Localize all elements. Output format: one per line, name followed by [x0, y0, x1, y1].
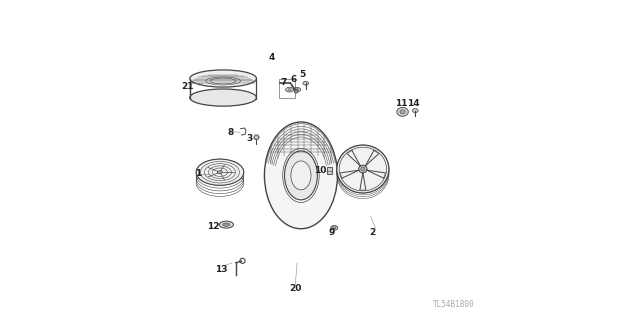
- Text: 12: 12: [207, 222, 220, 231]
- Bar: [279, 78, 295, 98]
- Ellipse shape: [190, 70, 257, 87]
- Ellipse shape: [296, 89, 299, 91]
- Ellipse shape: [219, 221, 234, 228]
- Ellipse shape: [288, 89, 291, 91]
- Ellipse shape: [397, 108, 408, 116]
- Ellipse shape: [285, 151, 317, 200]
- Ellipse shape: [294, 87, 301, 92]
- Ellipse shape: [337, 145, 389, 193]
- Text: 20: 20: [289, 284, 301, 293]
- Ellipse shape: [285, 87, 294, 92]
- Ellipse shape: [361, 167, 365, 171]
- Ellipse shape: [303, 81, 308, 85]
- Circle shape: [294, 89, 298, 93]
- Ellipse shape: [223, 223, 230, 226]
- Ellipse shape: [190, 89, 257, 106]
- Text: 6: 6: [290, 75, 296, 84]
- Text: 8: 8: [227, 128, 234, 137]
- Ellipse shape: [358, 165, 367, 173]
- Text: 21: 21: [181, 82, 194, 91]
- Text: 2: 2: [369, 228, 376, 237]
- Text: TL54B1800: TL54B1800: [433, 300, 474, 309]
- Text: 9: 9: [328, 228, 335, 237]
- Text: 13: 13: [214, 264, 227, 274]
- Text: 14: 14: [407, 100, 419, 108]
- Text: 1: 1: [195, 169, 201, 178]
- Text: 7: 7: [280, 78, 287, 87]
- Ellipse shape: [412, 108, 418, 113]
- Text: 11: 11: [395, 100, 407, 108]
- Ellipse shape: [196, 159, 244, 185]
- Polygon shape: [254, 135, 259, 139]
- Ellipse shape: [264, 122, 337, 229]
- Ellipse shape: [291, 161, 311, 190]
- Text: 5: 5: [299, 70, 305, 79]
- Text: 4: 4: [269, 53, 275, 62]
- Text: 10: 10: [314, 166, 327, 175]
- Ellipse shape: [218, 171, 223, 174]
- Ellipse shape: [331, 226, 338, 230]
- Bar: [327, 167, 332, 174]
- Text: 3: 3: [246, 134, 253, 143]
- Ellipse shape: [333, 227, 336, 229]
- Ellipse shape: [400, 110, 405, 114]
